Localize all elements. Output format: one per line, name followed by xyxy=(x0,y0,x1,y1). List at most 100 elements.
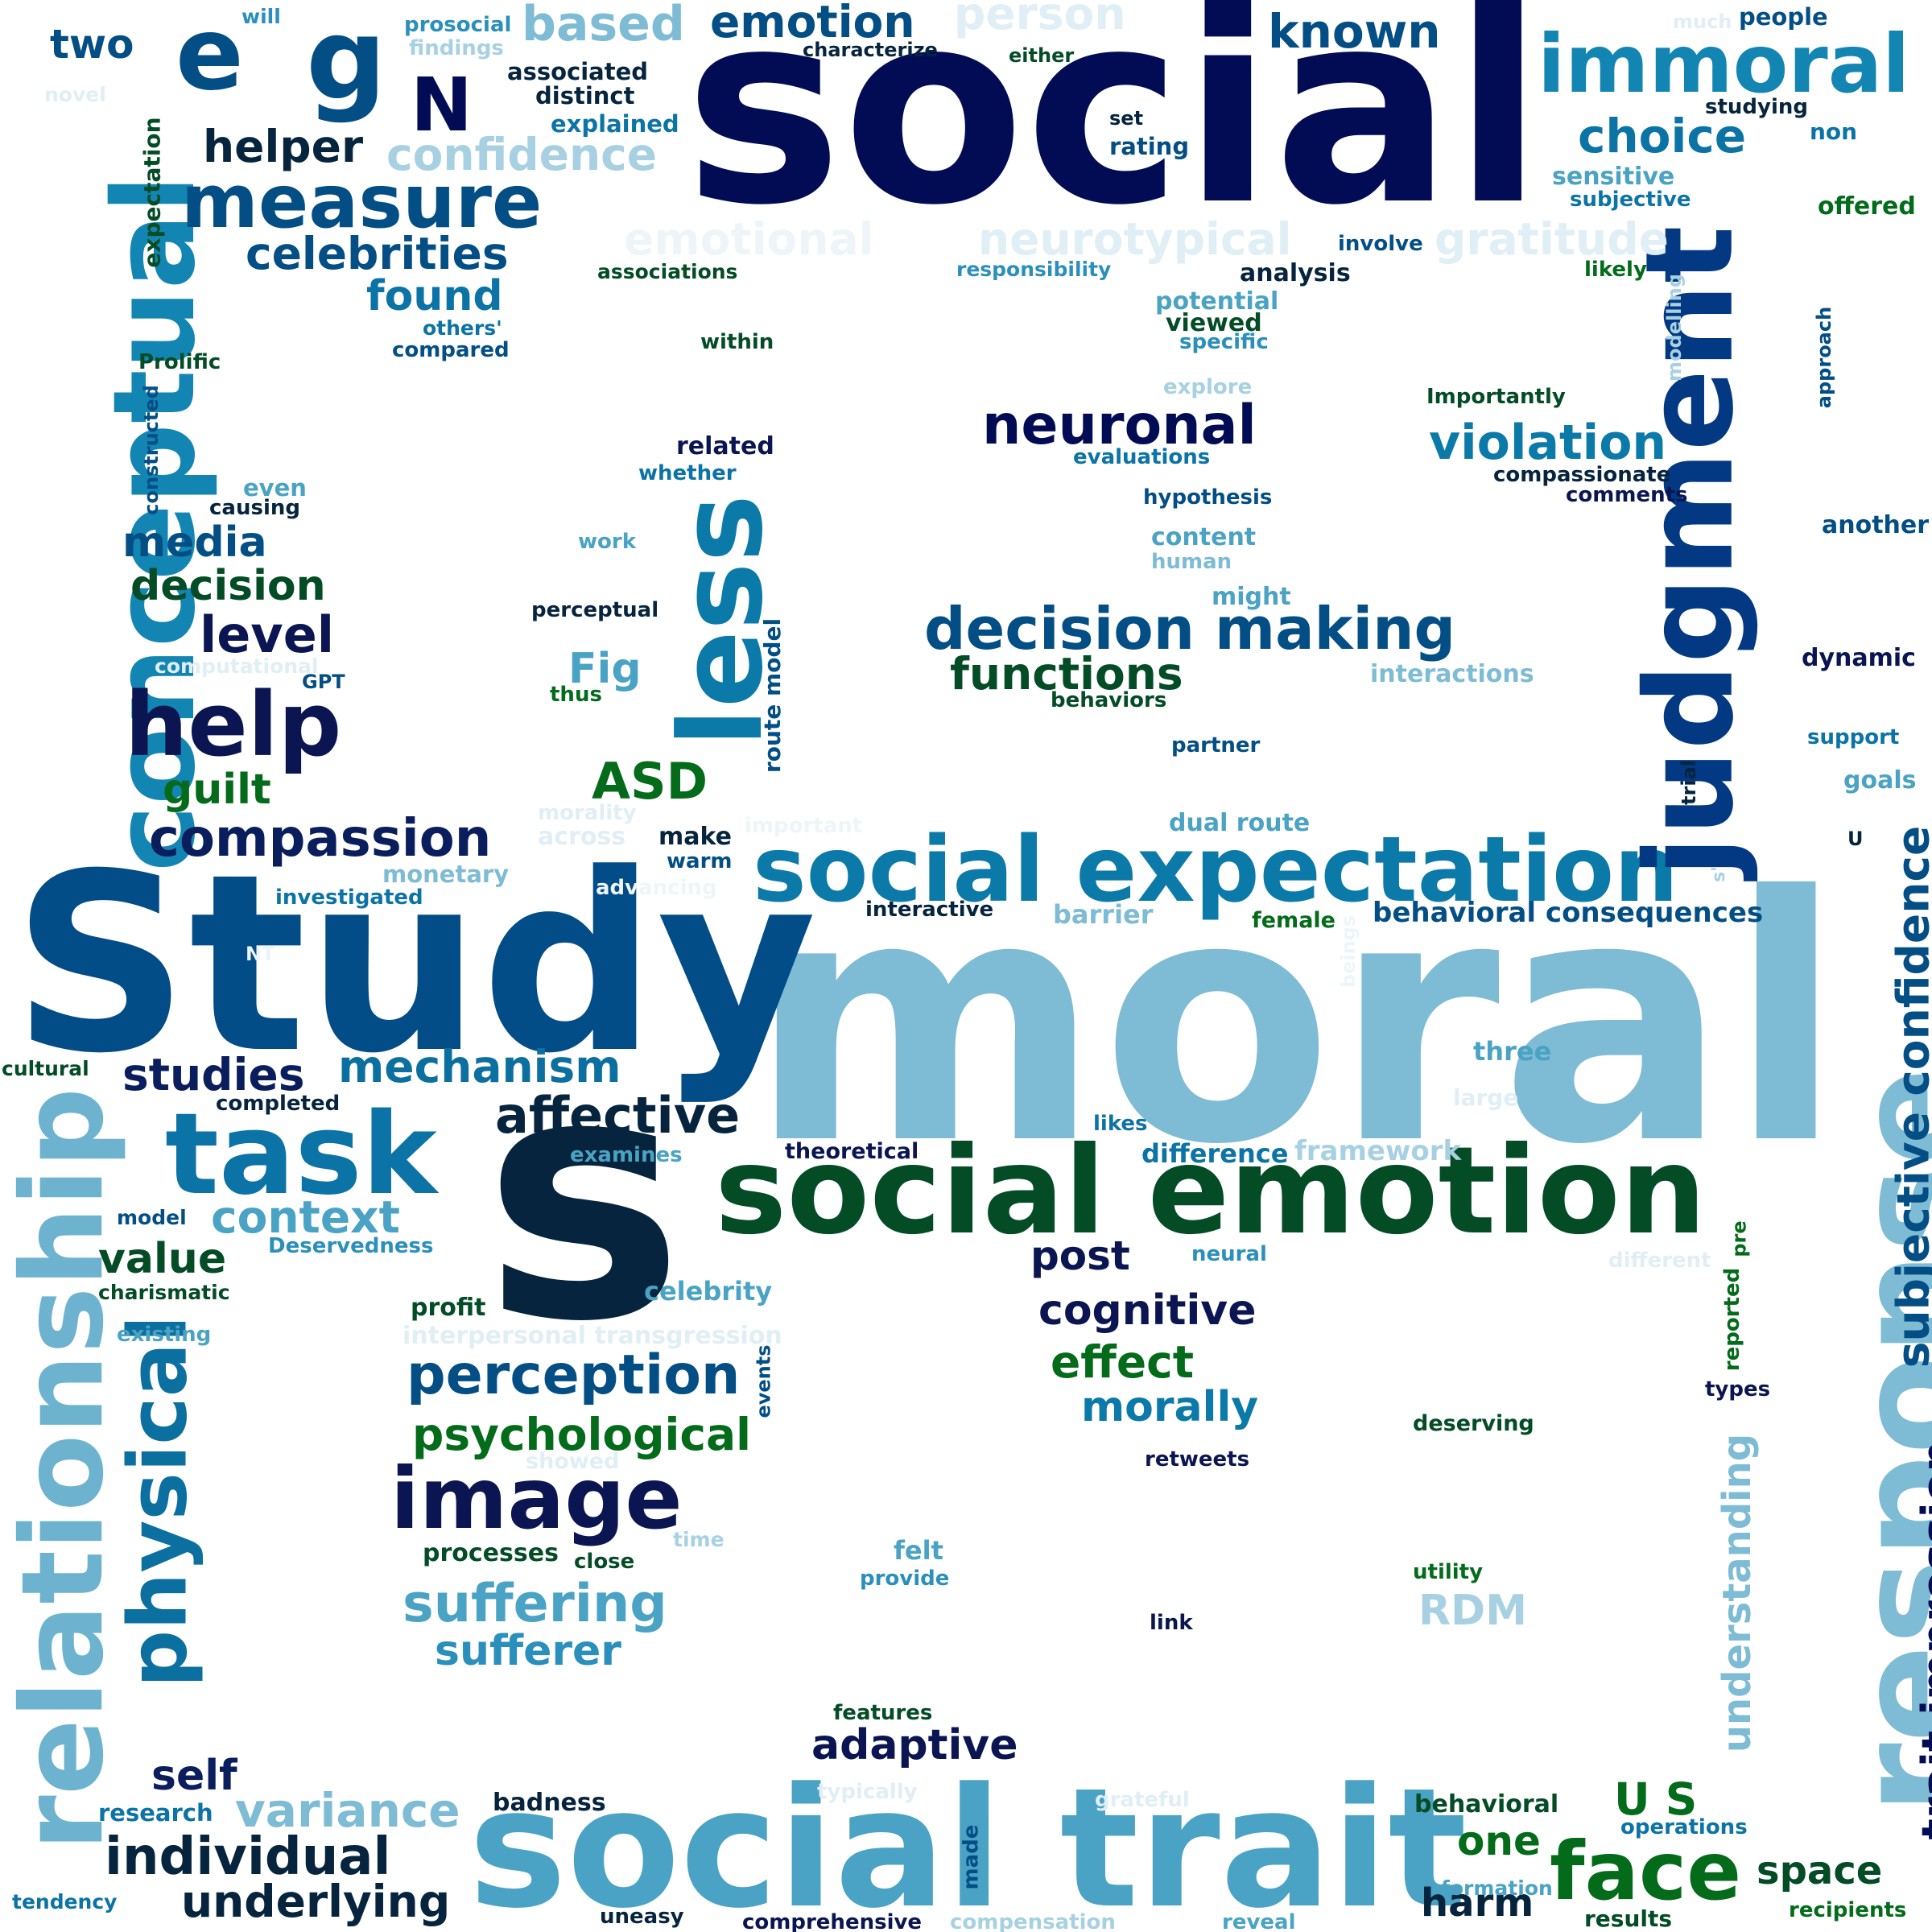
word-interactions: interactions xyxy=(1370,660,1534,688)
word-functions: functions xyxy=(950,648,1183,700)
word-effect: effect xyxy=(1051,1336,1195,1388)
word-physical: physical xyxy=(110,1315,205,1688)
word-related: related xyxy=(676,432,774,460)
word-close: close xyxy=(574,1550,635,1574)
word-u: U xyxy=(1847,828,1864,850)
word-difference: difference xyxy=(1141,1138,1289,1169)
word-cultural: cultural xyxy=(2,1057,89,1080)
word-asd: ASD xyxy=(592,752,708,811)
word-associations: associations xyxy=(597,260,738,283)
word-subjective: subjective xyxy=(1570,188,1691,212)
word-others: others' xyxy=(423,316,502,340)
word-specific: specific xyxy=(1179,330,1269,354)
word-within: within xyxy=(700,330,774,354)
word-distinct: distinct xyxy=(535,82,635,109)
word-hypothesis: hypothesis xyxy=(1143,485,1273,510)
word-studies: studies xyxy=(122,1049,305,1100)
word-three: three xyxy=(1473,1036,1552,1067)
word-characterize: characterize xyxy=(803,39,938,61)
word-s-apostrophe: s' xyxy=(1708,866,1729,882)
word-emotional: emotional xyxy=(624,213,874,265)
word-responsibility: responsibility xyxy=(956,258,1112,281)
word-across: across xyxy=(538,823,626,851)
word-findings: findings xyxy=(409,36,504,60)
word-content: content xyxy=(1151,523,1257,551)
word-social-emotion: social emotion xyxy=(715,1121,1707,1261)
word-time: time xyxy=(673,1528,724,1551)
word-explore: explore xyxy=(1163,375,1253,399)
word-charismatic: charismatic xyxy=(98,1281,230,1304)
word-behavioral: behavioral xyxy=(1414,1790,1559,1818)
word-dual-route: dual route xyxy=(1169,809,1311,837)
word-deserving: deserving xyxy=(1413,1411,1534,1436)
word-theoretical: theoretical xyxy=(785,1139,919,1164)
word-based: based xyxy=(522,0,685,52)
word-profit: profit xyxy=(411,1294,486,1322)
word-made: made xyxy=(959,1824,984,1890)
word-link: link xyxy=(1150,1611,1193,1635)
word-offered: offered xyxy=(1818,192,1916,221)
word-advancing: advancing xyxy=(596,876,717,900)
word-trait-impression: trait impression xyxy=(1912,1440,1932,1840)
word-gratitude: gratitude xyxy=(1435,213,1669,265)
word-decision: decision xyxy=(130,562,326,610)
word-gpt: GPT xyxy=(302,671,345,693)
word-provide: provide xyxy=(860,1567,950,1591)
word-known: known xyxy=(1268,4,1441,59)
word-approach: approach xyxy=(1813,306,1836,409)
word-operations: operations xyxy=(1620,1815,1748,1839)
word-another: another xyxy=(1822,511,1930,539)
word-perceptual: perceptual xyxy=(531,598,659,622)
word-female: female xyxy=(1252,908,1335,933)
word-cognitive: cognitive xyxy=(1038,1286,1257,1335)
word-examines: examines xyxy=(570,1143,683,1167)
word-individual: individual xyxy=(105,1827,391,1887)
word-prolific: Prolific xyxy=(138,350,221,374)
word-behavioral-consequences: behavioral consequences xyxy=(1373,897,1764,929)
word-whether: whether xyxy=(638,461,737,485)
word-causing: causing xyxy=(209,496,300,520)
word-adaptive: adaptive xyxy=(811,1721,1018,1769)
word-computational: computational xyxy=(155,654,319,678)
word-relationship: relationship xyxy=(0,1087,130,1852)
word-comments: comments xyxy=(1566,483,1688,507)
word-found: found xyxy=(366,272,503,320)
word-reported: reported xyxy=(1720,1267,1745,1372)
word-celebrity: celebrity xyxy=(644,1276,773,1307)
word-comprehensive: comprehensive xyxy=(742,1910,923,1932)
word-evaluations: evaluations xyxy=(1073,445,1211,469)
word-important: important xyxy=(745,814,863,838)
word-will: will xyxy=(242,5,281,28)
word-studying: studying xyxy=(1705,95,1809,119)
word-grateful: grateful xyxy=(1095,1788,1190,1812)
word-helper: helper xyxy=(203,121,364,172)
word-expectation: expectation xyxy=(138,117,166,268)
word-prosocial: prosocial xyxy=(404,13,512,37)
word-task: task xyxy=(165,1089,437,1220)
word-rdm: RDM xyxy=(1418,1587,1527,1635)
word-n: N xyxy=(411,62,473,148)
word-immoral: immoral xyxy=(1538,17,1910,111)
word-compassion: compassion xyxy=(149,809,492,869)
word-badness: badness xyxy=(493,1789,606,1817)
word-measure: measure xyxy=(181,159,543,245)
word-novel: novel xyxy=(44,83,106,106)
word-uneasy: uneasy xyxy=(600,1905,684,1929)
word-emotion: emotion xyxy=(710,0,915,47)
word-felt: felt xyxy=(894,1535,943,1566)
word-reveal: reveal xyxy=(1222,1910,1296,1932)
word-interpersonal-transgression: interpersonal transgression xyxy=(402,1322,782,1350)
word-framework: framework xyxy=(1294,1135,1462,1167)
word-confidence: confidence xyxy=(386,129,658,180)
word-large: large xyxy=(1453,1084,1519,1111)
word-associated: associated xyxy=(507,58,649,85)
word-might: might xyxy=(1212,583,1291,611)
word-deservedness: Deservedness xyxy=(268,1234,434,1258)
word-constructed: constructed xyxy=(139,385,163,515)
word-people: people xyxy=(1739,3,1828,31)
word-beings: beings xyxy=(1337,914,1360,989)
word-e: e xyxy=(175,0,244,113)
word-two: two xyxy=(50,21,134,68)
word-understanding: understanding xyxy=(1715,1433,1761,1753)
word-formation: formation xyxy=(1441,1876,1553,1900)
